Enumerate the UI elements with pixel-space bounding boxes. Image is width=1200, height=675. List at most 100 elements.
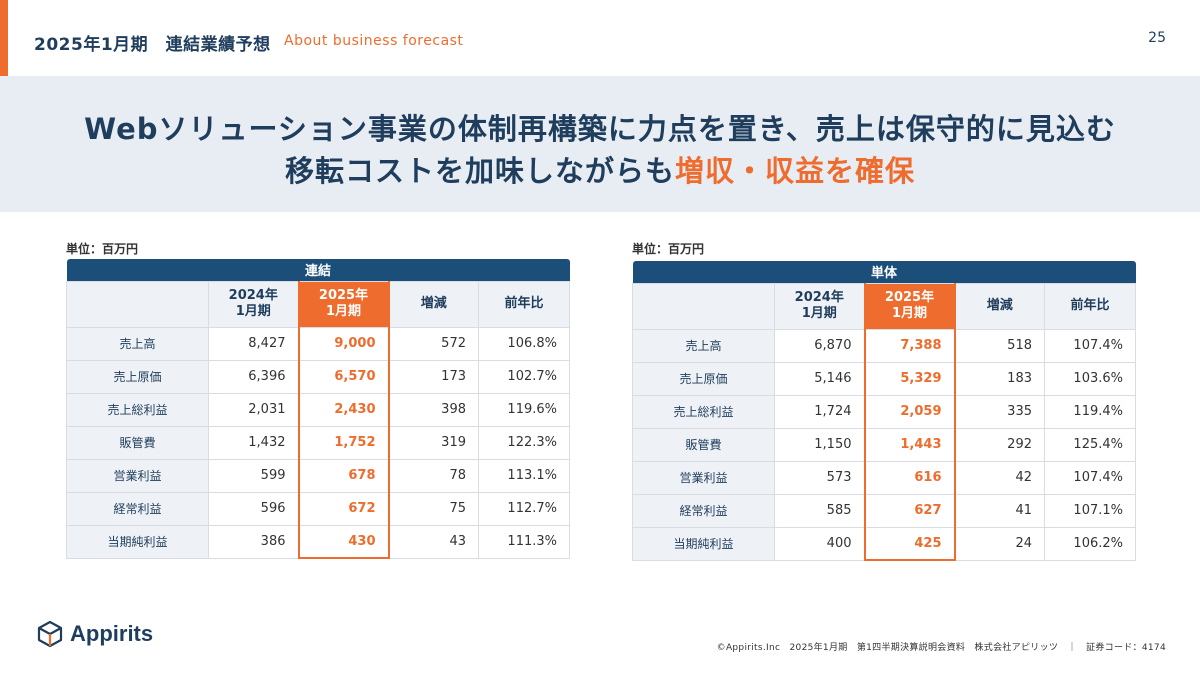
- ratio-value: 119.6%: [478, 392, 570, 427]
- prev-value: 2,031: [208, 392, 299, 427]
- curr-value: 616: [863, 460, 956, 495]
- diff-value: 319: [388, 425, 479, 460]
- consolidated-table-caption: 連結: [66, 259, 570, 281]
- column-header-curr: 2025年 1月期: [297, 280, 390, 328]
- ratio-value: 102.7%: [478, 359, 570, 394]
- diff-value: 292: [954, 427, 1045, 462]
- prev-value: 599: [208, 458, 299, 493]
- headline-line-2: 移転コストを加味しながらも増収・収益を確保: [0, 148, 1200, 190]
- logo-text: Appirits: [70, 621, 154, 646]
- table-row: 営業利益 573 616 42 107.4%: [632, 460, 1136, 495]
- curr-value: 2,430: [297, 392, 390, 427]
- diff-value: 518: [954, 328, 1045, 363]
- row-label: 売上原価: [632, 361, 775, 396]
- curr-value: 627: [863, 493, 956, 528]
- standalone-table-caption: 単体: [632, 261, 1136, 283]
- prev-value: 8,427: [208, 326, 299, 361]
- prev-value: 6,870: [774, 328, 865, 363]
- row-label: 売上総利益: [632, 394, 775, 429]
- table-row: 当期純利益 386 430 43 111.3%: [66, 524, 570, 559]
- header-accent-bar: [0, 0, 8, 76]
- ratio-value: 103.6%: [1044, 361, 1136, 396]
- row-label: 営業利益: [66, 458, 209, 493]
- ratio-value: 125.4%: [1044, 427, 1136, 462]
- diff-value: 41: [954, 493, 1045, 528]
- ratio-value: 107.4%: [1044, 328, 1136, 363]
- row-label: 売上総利益: [66, 392, 209, 427]
- row-label: 売上原価: [66, 359, 209, 394]
- footer-text: ©Appirits.Inc 2025年1月期 第1四半期決算説明会資料 株式会社…: [716, 643, 1166, 653]
- prev-value: 386: [208, 524, 299, 559]
- curr-value: 672: [297, 491, 390, 526]
- row-label: 売上高: [632, 328, 775, 363]
- curr-value: 1,752: [297, 425, 390, 460]
- diff-value: 42: [954, 460, 1045, 495]
- row-label: 経常利益: [66, 491, 209, 526]
- column-header-ratio: 前年比: [478, 280, 570, 328]
- row-label: 経常利益: [632, 493, 775, 528]
- headline-banner: Webソリューション事業の体制再構築に力点を置き、売上は保守的に見込む 移転コス…: [0, 76, 1200, 212]
- curr-value: 2,059: [863, 394, 956, 429]
- table-row: 売上原価 5,146 5,329 183 103.6%: [632, 361, 1136, 396]
- diff-value: 24: [954, 526, 1045, 561]
- diff-value: 335: [954, 394, 1045, 429]
- table-row: 売上原価 6,396 6,570 173 102.7%: [66, 359, 570, 394]
- diff-value: 173: [388, 359, 479, 394]
- table-row: 経常利益 585 627 41 107.1%: [632, 493, 1136, 528]
- standalone-table: 単体 2024年 1月期 2025年 1月期 増減 前年比 売上高 6,870 7,…: [632, 261, 1136, 561]
- curr-value: 678: [297, 458, 390, 493]
- column-header-curr: 2025年 1月期: [863, 282, 956, 330]
- column-header-ratio: 前年比: [1044, 282, 1136, 330]
- curr-value: 5,329: [863, 361, 956, 396]
- row-label: 販管費: [66, 425, 209, 460]
- table-row: 売上高 6,870 7,388 518 107.4%: [632, 328, 1136, 363]
- corner-cell: [632, 282, 775, 330]
- prev-value: 596: [208, 491, 299, 526]
- prev-value: 585: [774, 493, 865, 528]
- row-label: 当期純利益: [66, 524, 209, 559]
- column-header-prev: 2024年 1月期: [208, 280, 299, 328]
- prev-value: 573: [774, 460, 865, 495]
- diff-value: 75: [388, 491, 479, 526]
- company-logo: Appirits: [36, 620, 153, 648]
- consolidated-unit-label: 単位：百万円: [66, 242, 139, 256]
- table-row: 営業利益 599 678 78 113.1%: [66, 458, 570, 493]
- row-label: 当期純利益: [632, 526, 775, 561]
- corner-cell: [66, 280, 209, 328]
- table-row: 売上総利益 1,724 2,059 335 119.4%: [632, 394, 1136, 429]
- prev-value: 5,146: [774, 361, 865, 396]
- column-header-prev: 2024年 1月期: [774, 282, 865, 330]
- ratio-value: 106.8%: [478, 326, 570, 361]
- column-header-diff: 増減: [954, 282, 1045, 330]
- curr-value: 6,570: [297, 359, 390, 394]
- table-row: 売上高 8,427 9,000 572 106.8%: [66, 326, 570, 361]
- curr-value: 1,443: [863, 427, 956, 462]
- curr-value: 425: [863, 526, 956, 561]
- headline-highlight: 増収・収益を確保: [675, 154, 916, 188]
- row-label: 販管費: [632, 427, 775, 462]
- ratio-value: 111.3%: [478, 524, 570, 559]
- headline-line-1: Webソリューション事業の体制再構築に力点を置き、売上は保守的に見込む: [84, 112, 1116, 146]
- header-title: 2025年1月期 連結業績予想: [34, 35, 271, 55]
- row-label: 売上高: [66, 326, 209, 361]
- header-subtitle: About business forecast: [284, 33, 464, 49]
- diff-value: 183: [954, 361, 1045, 396]
- curr-value: 430: [297, 524, 390, 559]
- prev-value: 400: [774, 526, 865, 561]
- consolidated-table: 連結 2024年 1月期 2025年 1月期 増減 前年比 売上高 8,427 9,…: [66, 259, 570, 559]
- ratio-value: 106.2%: [1044, 526, 1136, 561]
- prev-value: 1,150: [774, 427, 865, 462]
- slide-header: 2025年1月期 連結業績予想 About business forecast …: [0, 0, 1200, 76]
- table-row: 売上総利益 2,031 2,430 398 119.6%: [66, 392, 570, 427]
- ratio-value: 112.7%: [478, 491, 570, 526]
- headline-line-2-main: 移転コストを加味しながらも: [284, 154, 675, 188]
- standalone-unit-label: 単位：百万円: [632, 242, 705, 256]
- prev-value: 6,396: [208, 359, 299, 394]
- ratio-value: 107.1%: [1044, 493, 1136, 528]
- prev-value: 1,724: [774, 394, 865, 429]
- prev-value: 1,432: [208, 425, 299, 460]
- ratio-value: 107.4%: [1044, 460, 1136, 495]
- box-logo-icon: [37, 620, 63, 648]
- diff-value: 572: [388, 326, 479, 361]
- row-label: 営業利益: [632, 460, 775, 495]
